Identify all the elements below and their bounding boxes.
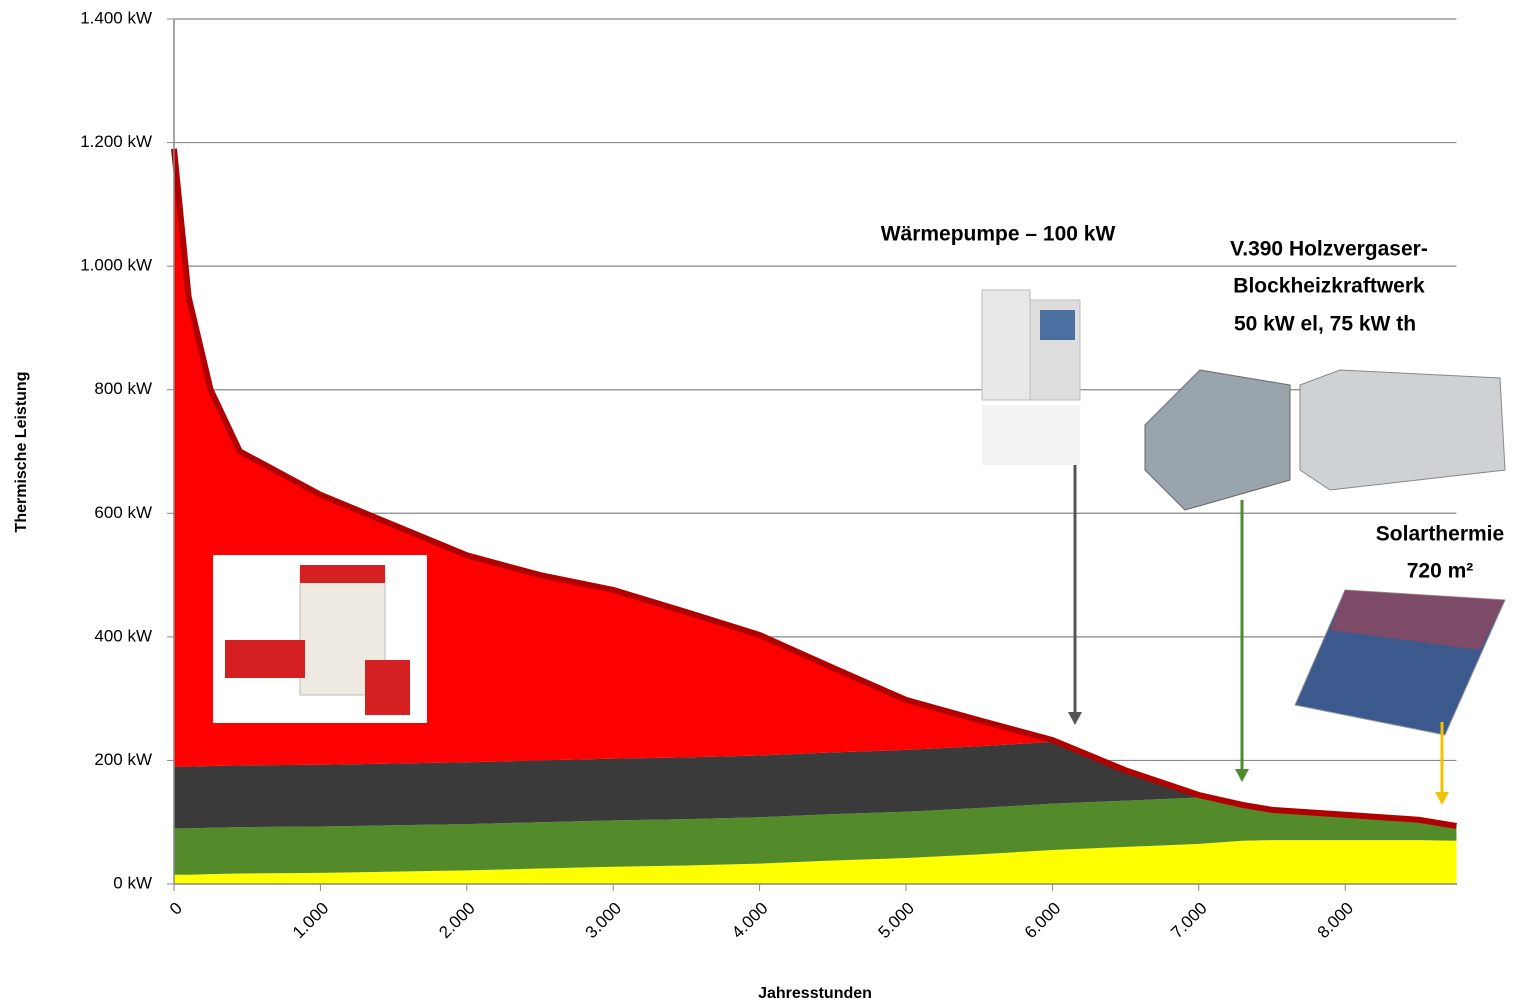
annotation: Wärmepumpe – 100 kW	[881, 223, 1116, 246]
x-tick-label: 7.000	[1167, 899, 1211, 943]
y-tick-label: 200 kW	[94, 750, 152, 769]
heat-pump-image	[982, 290, 1080, 465]
y-tick-label: 1.000 kW	[80, 256, 152, 275]
y-axis-title: Thermische Leistung	[13, 372, 30, 533]
y-tick-label: 400 kW	[94, 626, 152, 645]
boiler-image	[213, 555, 427, 723]
x-tick-label: 0	[166, 899, 186, 919]
x-tick-label: 8.000	[1314, 899, 1358, 943]
solar-panel-image	[1295, 590, 1505, 735]
y-tick-label: 1.400 kW	[80, 8, 152, 27]
x-tick-label: 2.000	[435, 899, 479, 943]
annotation: Blockheizkraftwerk	[1233, 275, 1425, 298]
page: Wärmepumpe – 100 kW V.390 Holzvergaser- …	[0, 0, 1537, 1006]
y-tick-label: 800 kW	[94, 379, 152, 398]
x-tick-label: 5.000	[874, 899, 918, 943]
x-tick-label: 1.000	[289, 899, 333, 943]
annotation: Solarthermie	[1376, 523, 1504, 546]
x-tick-label: 4.000	[728, 899, 772, 943]
y-tick-label: 0 kW	[113, 873, 152, 892]
chp-image	[1145, 370, 1505, 510]
x-axis-title: Jahresstunden	[758, 985, 872, 1002]
annotation: 720 m²	[1407, 560, 1474, 583]
y-tick-label: 600 kW	[94, 503, 152, 522]
annotation: 50 kW el, 75 kW th	[1234, 313, 1416, 336]
chart: Wärmepumpe – 100 kW V.390 Holzvergaser- …	[0, 0, 1537, 1006]
annotation: V.390 Holzvergaser-	[1230, 238, 1428, 261]
x-tick-label: 6.000	[1021, 899, 1065, 943]
y-tick-label: 1.200 kW	[80, 132, 152, 151]
x-tick-label: 3.000	[582, 899, 626, 943]
